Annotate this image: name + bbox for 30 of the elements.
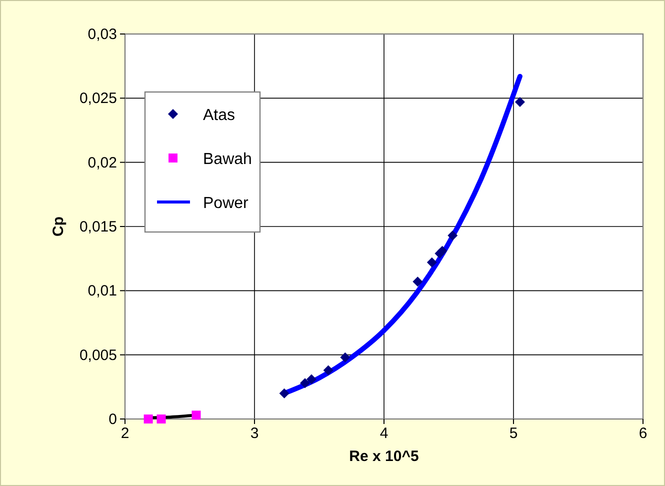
point xyxy=(279,388,290,398)
point xyxy=(448,230,458,240)
y-tick-label: 0,01 xyxy=(88,282,117,300)
point xyxy=(340,352,350,362)
legend-label: Power xyxy=(203,195,250,212)
point xyxy=(306,374,316,384)
x-tick-label: 5 xyxy=(509,425,518,442)
y-tick-label: 0,02 xyxy=(88,154,117,172)
x-tick-label: 2 xyxy=(120,425,130,442)
y-tick-label: 0,025 xyxy=(79,90,117,108)
x-axis-title: Re x 10^5 xyxy=(349,448,419,465)
point xyxy=(514,97,525,108)
point xyxy=(144,414,153,424)
x-tick-label: 6 xyxy=(638,425,648,442)
legend-label: Bawah xyxy=(203,151,252,168)
y-tick-label: 0,03 xyxy=(88,26,117,43)
x-tick-label: 4 xyxy=(380,425,388,442)
y-tick-label: 0,005 xyxy=(79,346,117,364)
point xyxy=(412,276,423,287)
point xyxy=(300,378,310,388)
point xyxy=(192,410,201,420)
legend-label: Atas xyxy=(203,107,236,124)
point xyxy=(426,257,437,268)
point xyxy=(437,246,448,256)
y-axis-title: Cp xyxy=(50,216,67,236)
y-tick-label: 0,015 xyxy=(79,218,117,236)
x-tick-label: 3 xyxy=(250,425,259,442)
point xyxy=(323,365,334,376)
y-tick-label: 0 xyxy=(108,411,117,428)
point xyxy=(156,414,166,424)
